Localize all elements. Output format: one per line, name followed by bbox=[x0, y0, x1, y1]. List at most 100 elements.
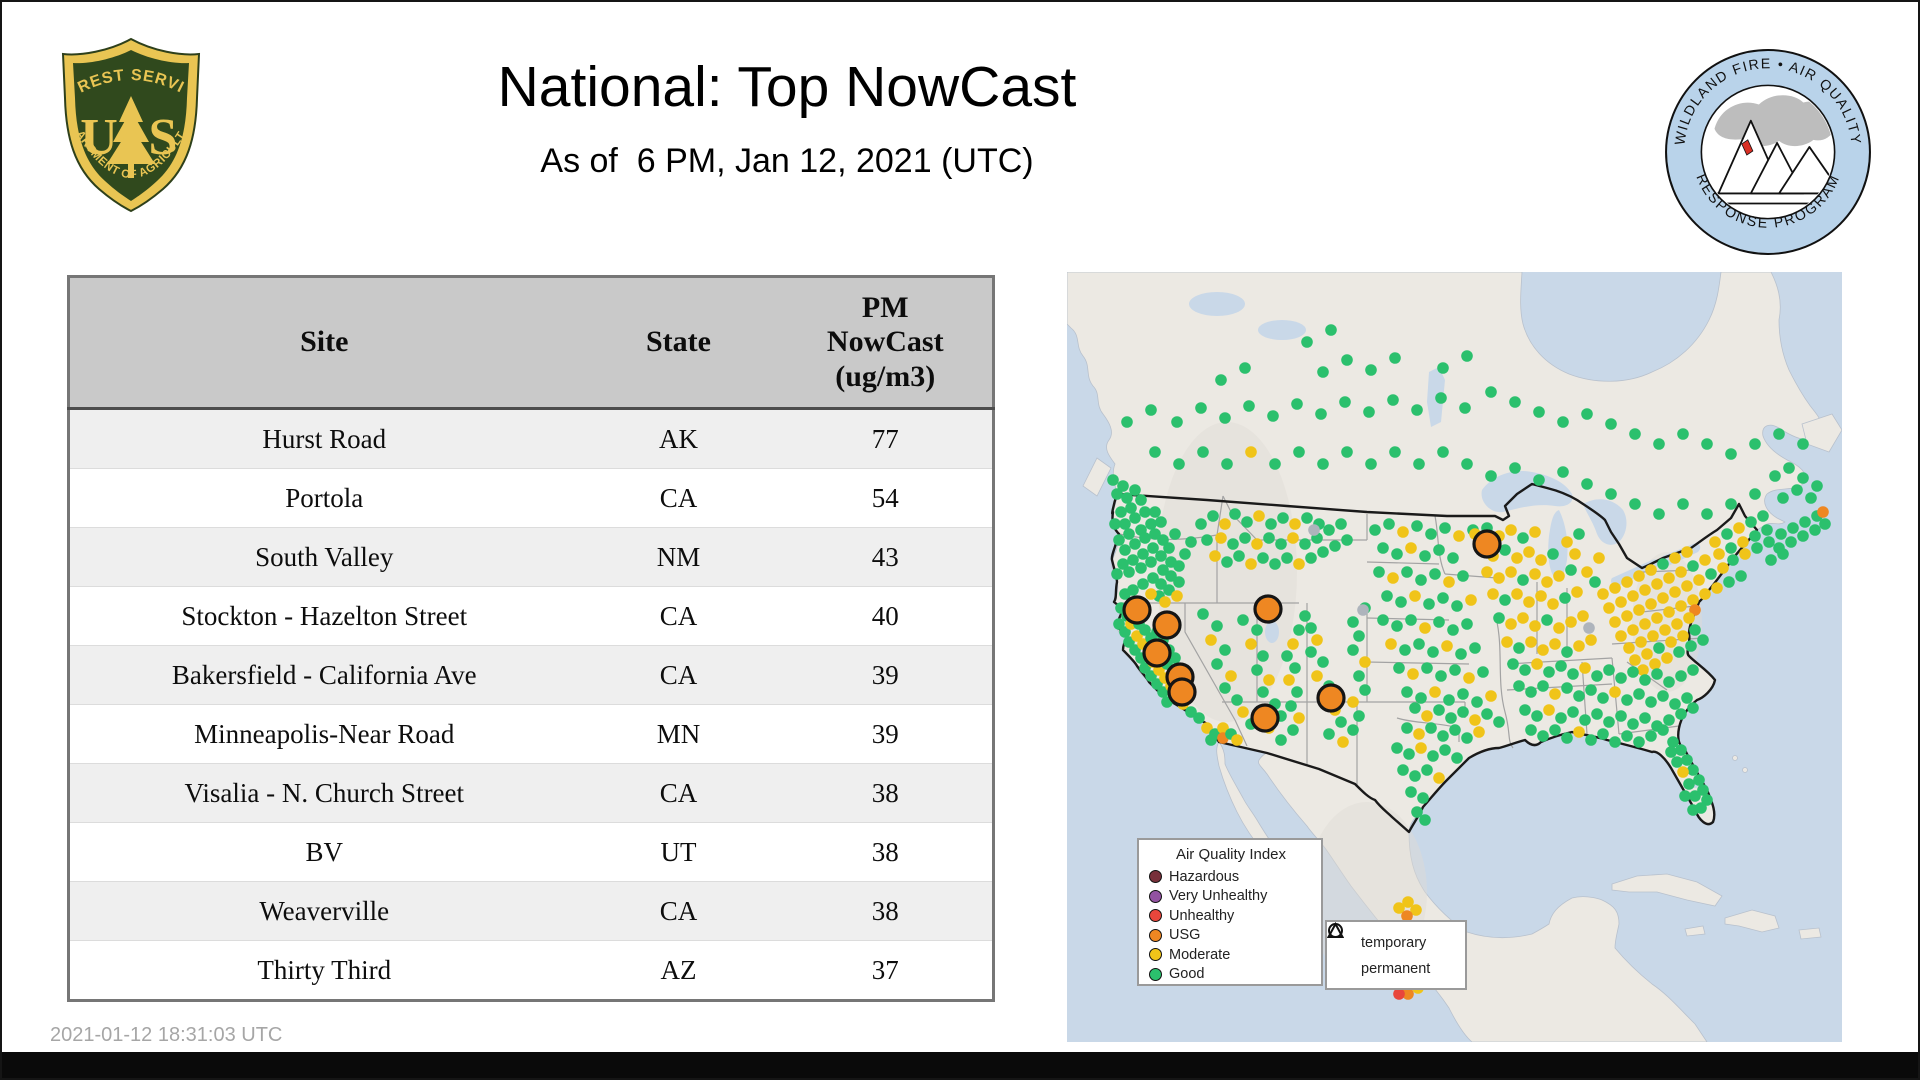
monitor-dot bbox=[1287, 532, 1299, 544]
monitor-dot bbox=[1561, 682, 1573, 694]
monitor-dot bbox=[1173, 576, 1185, 588]
monitor-dot bbox=[1323, 524, 1335, 536]
table-row: BV UT 38 bbox=[68, 822, 994, 882]
monitor-dot bbox=[1443, 576, 1455, 588]
monitor-dot bbox=[1293, 712, 1305, 724]
monitor-dot bbox=[1669, 586, 1681, 598]
monitor-dot bbox=[1573, 690, 1585, 702]
monitor-dot bbox=[1637, 664, 1649, 676]
monitor-dot bbox=[1411, 404, 1423, 416]
monitor-dot bbox=[1155, 516, 1167, 528]
monitor-dot bbox=[1429, 568, 1441, 580]
monitor-dot bbox=[1119, 518, 1131, 530]
monitor-dot bbox=[1683, 778, 1695, 790]
monitor-dot bbox=[1499, 594, 1511, 606]
monitor-dot bbox=[1639, 674, 1651, 686]
monitor-dot bbox=[1533, 474, 1545, 486]
monitor-dot bbox=[1623, 642, 1635, 654]
monitor-dot bbox=[1147, 542, 1159, 554]
monitor-dot bbox=[1777, 492, 1789, 504]
monitor-dot bbox=[1687, 804, 1699, 816]
monitor-dot bbox=[1137, 578, 1149, 590]
monitor-dot bbox=[1207, 510, 1219, 522]
monitor-dot bbox=[1305, 646, 1317, 658]
monitor-dot bbox=[1549, 688, 1561, 700]
monitor-dot bbox=[1473, 726, 1485, 738]
monitor-dot bbox=[1299, 610, 1311, 622]
monitor-dot bbox=[1419, 814, 1431, 826]
table-cell: Bakersfield - California Ave bbox=[68, 645, 579, 705]
monitor-dot bbox=[1659, 624, 1671, 636]
monitor-dot bbox=[1461, 618, 1473, 630]
monitor-dot bbox=[1389, 446, 1401, 458]
usg-site-marker bbox=[1253, 594, 1283, 624]
monitor-dot bbox=[1627, 624, 1639, 636]
usg-site-marker bbox=[1250, 703, 1280, 733]
monitor-dot bbox=[1501, 636, 1513, 648]
monitor-dot bbox=[1577, 610, 1589, 622]
monitor-dot bbox=[1301, 512, 1313, 524]
monitor-dot bbox=[1689, 604, 1701, 616]
table-cell: 38 bbox=[778, 822, 994, 882]
table-cell: 37 bbox=[778, 940, 994, 1001]
monitor-dot bbox=[1681, 546, 1693, 558]
monitor-dot bbox=[1231, 734, 1243, 746]
table-cell: 38 bbox=[778, 881, 994, 941]
monitor-dot bbox=[1119, 544, 1131, 556]
monitor-dot bbox=[1139, 662, 1151, 674]
monitor-dot bbox=[1629, 654, 1641, 666]
monitor-dot bbox=[1219, 518, 1231, 530]
aqi-legend-label: Very Unhealthy bbox=[1169, 888, 1268, 905]
monitor-dot bbox=[1437, 362, 1449, 374]
monitor-dot bbox=[1573, 726, 1585, 738]
monitor-dot bbox=[1169, 652, 1181, 664]
monitor-dot bbox=[1171, 590, 1183, 602]
monitor-dot bbox=[1409, 770, 1421, 782]
monitor-dot bbox=[1347, 724, 1359, 736]
monitor-dot bbox=[1251, 624, 1263, 636]
monitor-dot bbox=[1381, 590, 1393, 602]
monitor-dot bbox=[1531, 710, 1543, 722]
monitor-dot bbox=[1387, 572, 1399, 584]
column-header: State bbox=[578, 276, 779, 410]
monitor-dot bbox=[1443, 694, 1455, 706]
monitor-dot bbox=[1399, 644, 1411, 656]
monitor-dot bbox=[1335, 716, 1347, 728]
monitor-dot bbox=[1263, 532, 1275, 544]
monitor-dot bbox=[1517, 532, 1529, 544]
table-cell: 77 bbox=[778, 408, 994, 469]
monitor-dot bbox=[1791, 484, 1803, 496]
monitor-dot bbox=[1291, 398, 1303, 410]
monitor-dot bbox=[1581, 478, 1593, 490]
monitor-dot bbox=[1465, 594, 1477, 606]
monitor-dot bbox=[1341, 534, 1353, 546]
monitor-dot bbox=[1341, 354, 1353, 366]
aqi-legend-item: Hazardous bbox=[1149, 867, 1321, 887]
monitor-dot bbox=[1519, 664, 1531, 676]
monitor-dot bbox=[1427, 646, 1439, 658]
wfaqrp-logo: WILDLAND FIRE • AIR QUALITY RESPONSE PRO… bbox=[1662, 46, 1874, 258]
monitor-dot bbox=[1653, 438, 1665, 450]
monitor-dot bbox=[1449, 724, 1461, 736]
monitor-dot bbox=[1523, 546, 1535, 558]
monitor-dot bbox=[1421, 710, 1433, 722]
table-cell: AK bbox=[578, 408, 779, 469]
monitor-dot bbox=[1135, 562, 1147, 574]
monitor-dot bbox=[1561, 732, 1573, 744]
monitor-dot bbox=[1677, 630, 1689, 642]
monitor-dot bbox=[1163, 584, 1175, 596]
table-cell: CA bbox=[578, 586, 779, 646]
monitor-dot bbox=[1433, 772, 1445, 784]
monitor-dot bbox=[1289, 518, 1301, 530]
monitor-dot bbox=[1287, 724, 1299, 736]
usg-site-marker bbox=[1142, 638, 1172, 668]
monitor-dot bbox=[1525, 636, 1537, 648]
monitor-dot bbox=[1675, 708, 1687, 720]
monitor-dot bbox=[1543, 704, 1555, 716]
monitor-dot bbox=[1461, 732, 1473, 744]
monitor-dot bbox=[1277, 512, 1289, 524]
monitor-dot bbox=[1185, 536, 1197, 548]
usg-site-markers bbox=[1122, 529, 1502, 733]
monitor-dot bbox=[1283, 674, 1295, 686]
monitor-dot bbox=[1457, 706, 1469, 718]
